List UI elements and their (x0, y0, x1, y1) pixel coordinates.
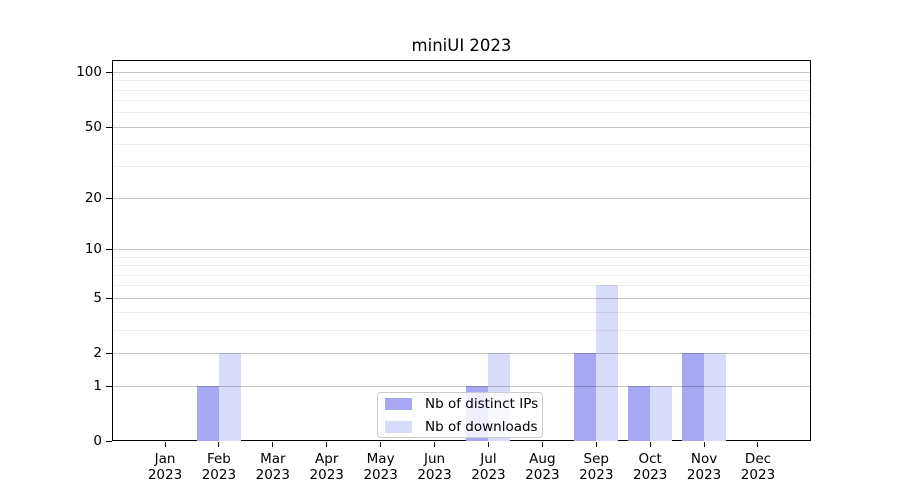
y-tick-label: 2 (93, 345, 102, 362)
y-tick-label: 10 (84, 241, 102, 258)
bar-downloads (218, 353, 241, 441)
bar-downloads (596, 285, 619, 441)
minor-gridline (113, 274, 810, 276)
major-gridline (113, 353, 810, 355)
x-tick-year: 2023 (363, 467, 398, 483)
x-tick-label: Jun 2023 (405, 451, 465, 483)
minor-gridline (113, 265, 810, 267)
x-tick-label: Oct 2023 (620, 451, 680, 483)
y-tick-label: 1 (93, 377, 102, 394)
y-axis-tick (106, 197, 112, 199)
minor-gridline (113, 330, 810, 332)
legend-label-distinct-ips: Nb of distinct IPs (425, 395, 539, 412)
x-tick-year: 2023 (740, 467, 776, 483)
bar-distinct-ips (196, 385, 219, 441)
x-axis-tick (380, 442, 382, 447)
x-axis-tick (487, 442, 489, 447)
major-gridline (113, 249, 810, 251)
x-tick-year: 2023 (471, 467, 506, 483)
minor-gridline (113, 100, 810, 102)
major-gridline (113, 297, 810, 299)
x-tick-year: 2023 (417, 467, 452, 483)
major-gridline (113, 126, 810, 128)
x-tick-year: 2023 (525, 467, 560, 483)
bar-distinct-ips (682, 353, 705, 441)
x-tick-label: Apr 2023 (297, 451, 357, 483)
x-axis-tick (164, 442, 166, 447)
x-axis-tick (757, 442, 759, 447)
x-axis-tick (649, 442, 651, 447)
minor-gridline (113, 80, 810, 82)
y-axis-tick (106, 441, 112, 442)
minor-gridline (113, 89, 810, 91)
y-axis-tick (106, 249, 112, 251)
y-axis-tick (106, 385, 112, 387)
x-tick-label: Mar 2023 (243, 451, 303, 483)
x-axis-tick (218, 442, 220, 447)
x-tick-label: Feb 2023 (189, 451, 249, 483)
minor-gridline (113, 166, 810, 168)
x-tick-label: Sep 2023 (566, 451, 626, 483)
x-tick-label: Nov 2023 (674, 451, 734, 483)
x-axis-tick (326, 442, 328, 447)
x-tick-year: 2023 (686, 467, 722, 483)
chart-title: miniUI 2023 (411, 36, 512, 55)
x-axis-tick (541, 442, 543, 447)
y-axis-tick (106, 72, 112, 73)
legend-item-distinct-ips: Nb of distinct IPs (385, 396, 538, 412)
plot-area (112, 60, 811, 441)
x-tick-label: Dec 2023 (728, 451, 788, 483)
major-gridline (113, 197, 810, 199)
bar-distinct-ips (574, 353, 597, 441)
bar-downloads (650, 385, 673, 441)
y-axis-tick (106, 297, 112, 299)
minor-gridline (113, 256, 810, 258)
legend: Nb of distinct IPs Nb of downloads (377, 392, 543, 438)
x-tick-year: 2023 (579, 467, 614, 483)
y-tick-label: 100 (76, 64, 102, 80)
x-tick-year: 2023 (632, 467, 668, 483)
x-tick-year: 2023 (255, 467, 290, 483)
x-tick-label: Jan 2023 (135, 451, 195, 483)
y-tick-label: 20 (84, 189, 102, 206)
legend-item-downloads: Nb of downloads (385, 419, 538, 435)
major-gridline (113, 385, 810, 387)
bar-downloads (704, 353, 727, 441)
bar-distinct-ips (628, 385, 651, 441)
x-axis-tick (595, 442, 597, 447)
x-tick-year: 2023 (309, 467, 344, 483)
x-tick-year: 2023 (147, 467, 183, 483)
minor-gridline (113, 112, 810, 114)
x-tick-label: May 2023 (351, 451, 411, 483)
y-axis-tick (106, 126, 112, 128)
legend-swatch-distinct-ips (385, 397, 412, 410)
legend-label-downloads: Nb of downloads (425, 418, 538, 435)
major-gridline (113, 72, 810, 73)
x-axis-tick (703, 442, 705, 447)
minor-gridline (113, 144, 810, 146)
legend-swatch-downloads (385, 420, 412, 433)
minor-gridline (113, 285, 810, 287)
minor-gridline (113, 312, 810, 314)
y-tick-label: 50 (84, 118, 102, 135)
x-axis-tick (272, 442, 274, 447)
x-tick-label: Jul 2023 (458, 451, 518, 483)
x-axis-tick (434, 442, 436, 447)
x-tick-label: Aug 2023 (512, 451, 572, 483)
y-axis-tick (106, 353, 112, 355)
x-tick-year: 2023 (201, 467, 237, 483)
y-tick-label: 5 (93, 289, 102, 306)
y-tick-label: 0 (93, 433, 102, 449)
